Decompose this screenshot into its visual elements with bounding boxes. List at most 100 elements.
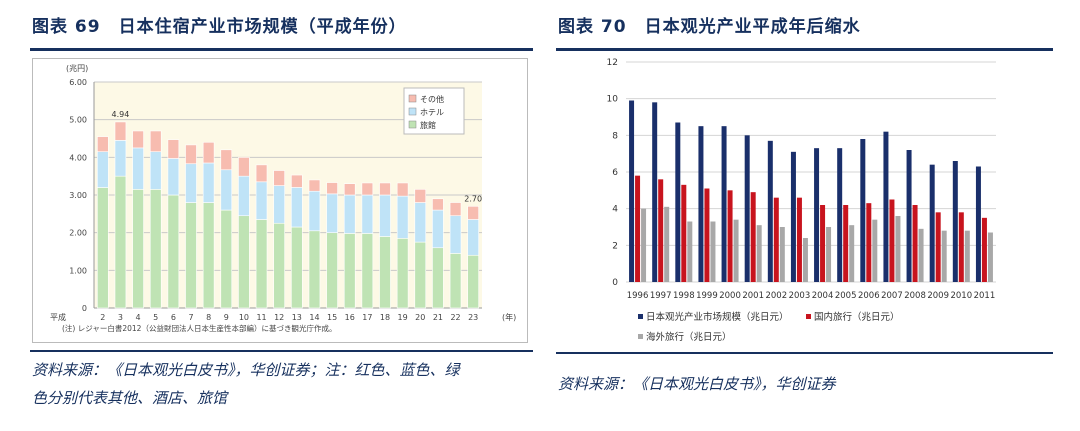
left-x-tick-label: 21 xyxy=(433,313,443,322)
left-bar-hotel xyxy=(379,194,391,237)
left-bar-other xyxy=(467,206,479,220)
right-bar-market-size xyxy=(675,122,681,282)
left-x-tick-label: 20 xyxy=(415,313,425,322)
right-bar-market-size xyxy=(767,140,773,282)
right-bar-domestic xyxy=(958,212,964,282)
right-x-tick-label: 1996 xyxy=(627,291,649,301)
left-bar-ryokan xyxy=(255,219,268,309)
right-source-rule xyxy=(556,352,1053,354)
left-bar-other xyxy=(343,183,356,196)
right-title-rule xyxy=(556,48,1053,51)
left-bar-hotel xyxy=(202,162,215,203)
right-x-tick-label: 2009 xyxy=(927,291,949,301)
left-bar-ryokan xyxy=(132,189,144,309)
right-bar-overseas xyxy=(641,208,647,282)
left-y-tick-label: 6.00 xyxy=(69,78,87,87)
right-bar-domestic xyxy=(843,205,849,282)
left-bar-hotel xyxy=(414,202,427,243)
left-bar-ryokan xyxy=(273,222,285,309)
left-bar-ryokan xyxy=(432,247,444,309)
right-bar-market-size xyxy=(721,126,727,283)
left-data-label: 4.94 xyxy=(112,110,130,119)
right-bar-domestic xyxy=(820,205,826,282)
left-bar-ryokan xyxy=(97,187,109,309)
left-bar-other xyxy=(414,189,427,203)
left-bar-other xyxy=(396,182,409,197)
right-x-tick-label: 2000 xyxy=(719,291,741,301)
left-bar-hotel xyxy=(449,215,462,254)
left-bar-other xyxy=(114,121,127,141)
left-source-line-1: 资料来源：《日本观光白皮书》，华创证券；注：红色、蓝色、绿 xyxy=(32,361,460,379)
right-bar-domestic xyxy=(981,217,987,282)
left-bar-ryokan xyxy=(149,189,162,309)
left-bar-ryokan xyxy=(379,236,391,309)
left-legend-swatch xyxy=(408,94,417,103)
right-bar-market-size xyxy=(860,139,866,282)
left-bar-other xyxy=(149,130,162,152)
left-bar-other xyxy=(432,198,444,211)
right-bar-overseas xyxy=(895,216,901,282)
left-bar-ryokan xyxy=(326,232,338,309)
left-y-tick-label: 0 xyxy=(82,304,87,313)
left-era-label: 平成 xyxy=(50,312,66,322)
left-bar-ryokan xyxy=(220,209,233,309)
left-bar-other xyxy=(220,149,233,171)
left-bar-hotel xyxy=(396,195,409,239)
right-bar-overseas xyxy=(964,230,970,282)
left-bar-ryokan xyxy=(467,254,479,309)
left-legend-label: その他 xyxy=(420,94,444,104)
left-unit-label: (兆円) xyxy=(66,63,88,73)
right-bar-domestic xyxy=(866,203,872,282)
left-bar-hotel xyxy=(149,151,162,190)
right-bar-domestic xyxy=(889,199,895,282)
left-x-tick-label: 19 xyxy=(398,313,408,322)
left-bar-other xyxy=(167,139,180,159)
right-x-tick-label: 2008 xyxy=(904,291,926,301)
left-legend-label: ホテル xyxy=(420,108,444,117)
left-bar-other xyxy=(326,182,338,195)
left-bar-ryokan xyxy=(114,175,127,309)
left-bar-ryokan xyxy=(414,241,427,309)
left-bar-hotel xyxy=(273,185,285,224)
left-panel: 图表 69 日本住宿产业市场规模（平成年份） (兆円) 0 1.00 2.00 3.00… xyxy=(30,0,533,431)
right-x-tick-label: 1998 xyxy=(673,291,695,301)
left-bar-hotel xyxy=(97,151,109,188)
left-x-unit-label: (年) xyxy=(502,312,516,322)
left-x-tick-label: 17 xyxy=(362,313,372,322)
left-x-tick-label: 6 xyxy=(171,313,176,322)
right-y-tick-label: 8 xyxy=(612,131,618,141)
left-bar-ryokan xyxy=(291,226,303,309)
left-x-tick-label: 14 xyxy=(309,313,319,322)
right-bar-market-size xyxy=(629,100,635,282)
right-bar-overseas xyxy=(941,230,947,282)
right-legend-label: 海外旅行（兆日元） xyxy=(646,331,732,343)
right-x-tick-label: 2001 xyxy=(742,291,764,301)
right-bar-domestic xyxy=(750,192,756,282)
left-bar-other xyxy=(449,202,462,217)
left-chart: (兆円)01.002.003.004.005.006.002 3 4 5 6 7 8 9 10 1… xyxy=(32,58,528,343)
right-bar-domestic xyxy=(704,188,710,282)
left-bar-hotel xyxy=(343,194,356,234)
right-y-tick-label: 2 xyxy=(612,241,618,251)
right-bar-market-size xyxy=(906,150,912,282)
right-y-tick-label: 6 xyxy=(612,168,618,178)
right-legend-label: 日本观光产业市场规模（兆日元） xyxy=(646,311,789,323)
left-bar-ryokan xyxy=(167,194,180,309)
right-bar-market-size xyxy=(814,148,820,282)
left-bar-other xyxy=(379,182,391,196)
right-bar-domestic xyxy=(912,205,918,282)
left-x-tick-label: 5 xyxy=(153,313,158,322)
left-x-tick-label: 10 xyxy=(239,313,249,322)
left-bar-hotel xyxy=(467,219,479,256)
right-bar-overseas xyxy=(756,225,762,282)
left-bar-other xyxy=(202,141,215,164)
right-bar-domestic xyxy=(727,190,733,282)
right-source: 资料来源：《日本观光白皮书》，华创证券 xyxy=(558,375,836,393)
left-bar-ryokan xyxy=(185,202,197,309)
left-source: 资料来源：《日本观光白皮书》，华创证券；注：红色、蓝色、绿 色分别代表其他、酒店… xyxy=(32,356,460,412)
left-bar-other xyxy=(255,164,268,183)
left-x-tick-label: 18 xyxy=(380,313,390,322)
right-bar-market-size xyxy=(975,166,981,282)
right-chart-title: 图表 70 日本观光产业平成年后缩水 xyxy=(558,17,861,37)
left-bar-other xyxy=(361,182,374,196)
